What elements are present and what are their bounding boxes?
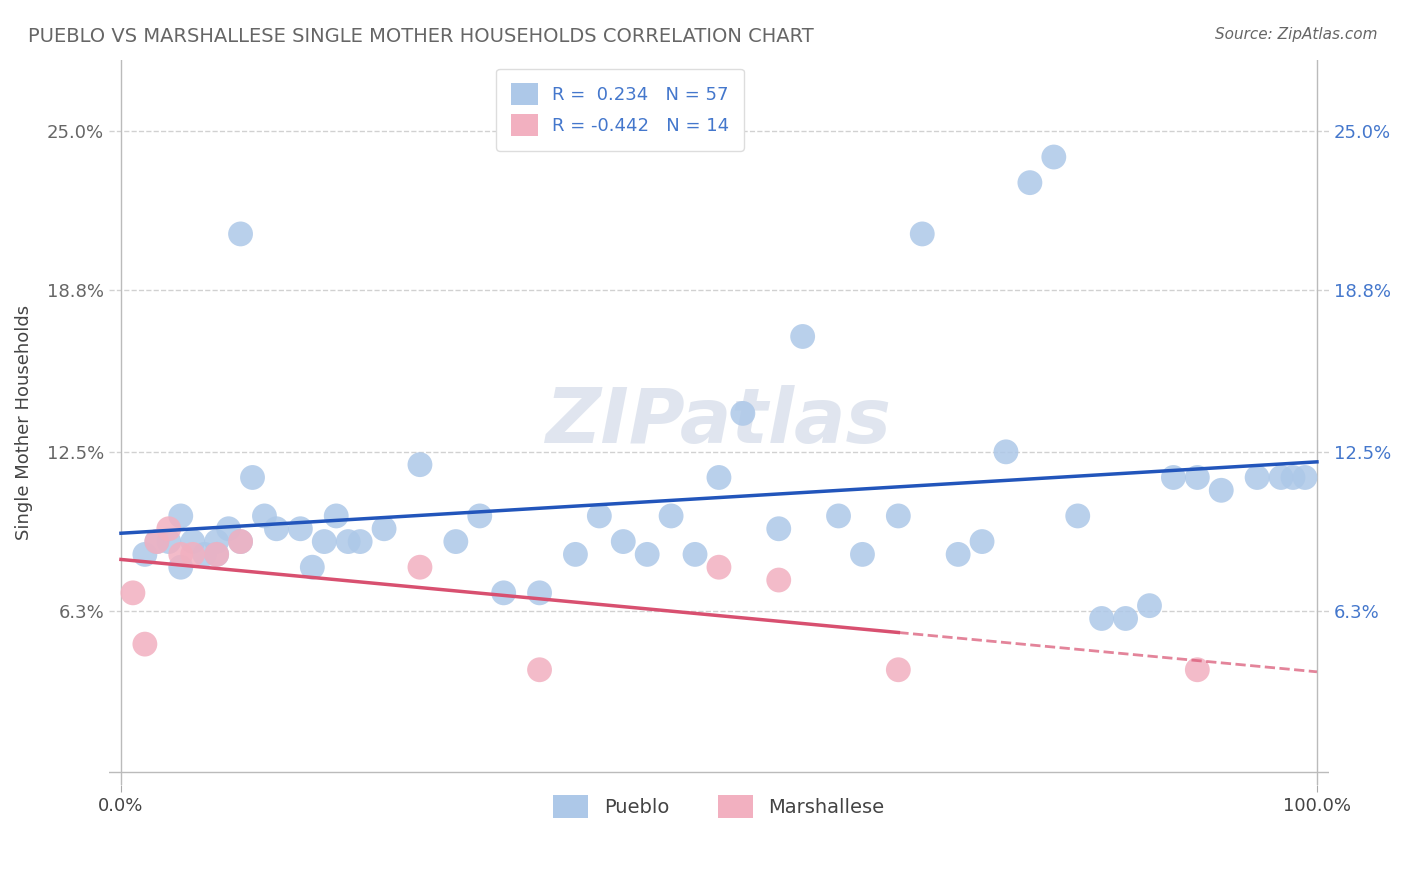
Point <box>181 548 204 562</box>
Point <box>1067 508 1090 523</box>
Point <box>707 560 730 574</box>
Point <box>266 522 288 536</box>
Point <box>325 508 347 523</box>
Point <box>218 522 240 536</box>
Point <box>612 534 634 549</box>
Point <box>731 406 754 420</box>
Point <box>373 522 395 536</box>
Point <box>529 663 551 677</box>
Point <box>1019 176 1042 190</box>
Point <box>349 534 371 549</box>
Point <box>205 548 228 562</box>
Point <box>444 534 467 549</box>
Point <box>792 329 814 343</box>
Point <box>1187 663 1209 677</box>
Point <box>851 548 873 562</box>
Point <box>253 508 276 523</box>
Point <box>768 573 790 587</box>
Point <box>887 663 910 677</box>
Point <box>170 508 193 523</box>
Point <box>1115 611 1137 625</box>
Point <box>290 522 312 536</box>
Point <box>1246 470 1268 484</box>
Point <box>1091 611 1114 625</box>
Point <box>122 586 145 600</box>
Point <box>229 534 252 549</box>
Text: ZIPatlas: ZIPatlas <box>546 385 891 459</box>
Point <box>994 445 1017 459</box>
Point <box>157 534 180 549</box>
Point <box>157 522 180 536</box>
Point <box>1043 150 1066 164</box>
Point <box>194 548 217 562</box>
Point <box>1187 470 1209 484</box>
Point <box>170 548 193 562</box>
Point <box>1163 470 1185 484</box>
Point <box>242 470 264 484</box>
Point <box>337 534 360 549</box>
Point <box>492 586 515 600</box>
Point <box>1139 599 1161 613</box>
Point <box>205 548 228 562</box>
Point <box>636 548 658 562</box>
Point <box>707 470 730 484</box>
Point <box>970 534 993 549</box>
Point <box>1270 470 1292 484</box>
Point <box>146 534 169 549</box>
Point <box>146 534 169 549</box>
Point <box>409 560 432 574</box>
Point <box>229 227 252 241</box>
Point <box>1211 483 1233 498</box>
Point <box>827 508 849 523</box>
Point <box>683 548 706 562</box>
Text: PUEBLO VS MARSHALLESE SINGLE MOTHER HOUSEHOLDS CORRELATION CHART: PUEBLO VS MARSHALLESE SINGLE MOTHER HOUS… <box>28 27 814 45</box>
Point <box>170 560 193 574</box>
Point <box>588 508 610 523</box>
Y-axis label: Single Mother Households: Single Mother Households <box>15 305 32 540</box>
Point <box>301 560 323 574</box>
Point <box>529 586 551 600</box>
Point <box>181 534 204 549</box>
Point <box>887 508 910 523</box>
Point <box>409 458 432 472</box>
Text: Source: ZipAtlas.com: Source: ZipAtlas.com <box>1215 27 1378 42</box>
Point <box>1294 470 1316 484</box>
Legend: Pueblo, Marshallese: Pueblo, Marshallese <box>546 787 893 826</box>
Point <box>229 534 252 549</box>
Point <box>134 637 156 651</box>
Point <box>911 227 934 241</box>
Point <box>314 534 336 549</box>
Point <box>659 508 682 523</box>
Point <box>1282 470 1305 484</box>
Point <box>205 534 228 549</box>
Point <box>768 522 790 536</box>
Point <box>468 508 491 523</box>
Point <box>564 548 586 562</box>
Point <box>134 548 156 562</box>
Point <box>946 548 969 562</box>
